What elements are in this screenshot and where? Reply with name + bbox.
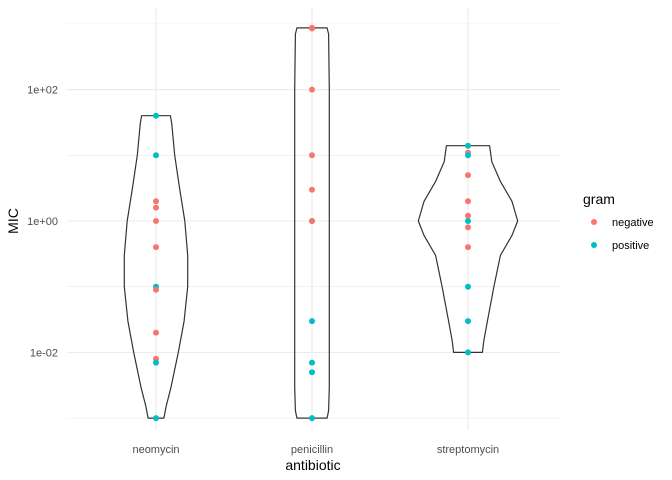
data-point [309, 86, 315, 93]
data-point [465, 212, 471, 219]
data-point [465, 224, 471, 231]
data-point [153, 204, 159, 211]
data-point [153, 218, 159, 224]
data-point [153, 329, 159, 336]
violin-streptomycin [417, 145, 519, 353]
data-point [153, 286, 159, 293]
y-tick-label: 1e-02 [30, 347, 58, 359]
data-point [465, 283, 471, 290]
legend-label-negative: negative [612, 217, 654, 229]
y-tick-label: 1e+00 [27, 216, 58, 228]
data-point [153, 359, 159, 366]
data-point [465, 172, 471, 179]
data-point [309, 359, 315, 366]
y-axis-title: MIC [5, 208, 21, 234]
data-point [309, 25, 315, 32]
legend-label-positive: positive [612, 240, 649, 252]
data-point [153, 198, 159, 205]
legend-key-positive [591, 242, 597, 248]
x-tick-label: penicillin [291, 444, 333, 456]
data-point [465, 198, 471, 205]
data-point [465, 244, 471, 251]
data-point [309, 369, 315, 376]
data-point [309, 318, 315, 325]
data-point [465, 349, 471, 356]
legend: gram negative positive [583, 191, 654, 252]
violins [123, 27, 519, 419]
data-point [465, 142, 471, 149]
legend-key-negative [591, 219, 597, 225]
data-point [153, 415, 159, 422]
data-point [153, 112, 159, 119]
x-tick-label: streptomycin [437, 444, 499, 456]
data-point [465, 318, 471, 325]
data-point [309, 186, 315, 193]
violin-neomycin [123, 115, 189, 419]
data-point [153, 152, 159, 159]
data-point [153, 244, 159, 251]
x-tick-label: neomycin [132, 444, 179, 456]
data-point [309, 152, 315, 159]
y-tick-label: 1e+02 [27, 85, 58, 97]
data-point [465, 218, 471, 224]
x-axis-ticks: neomycin penicillin streptomycin [132, 444, 499, 456]
data-point [309, 415, 315, 422]
x-axis-title: antibiotic [285, 457, 340, 473]
y-axis-ticks: 1e-02 1e+00 1e+02 [27, 85, 58, 360]
violin-penicillin [294, 27, 330, 419]
legend-title: gram [583, 191, 615, 207]
data-point [309, 218, 315, 224]
data-point [465, 152, 471, 159]
points [153, 24, 471, 422]
